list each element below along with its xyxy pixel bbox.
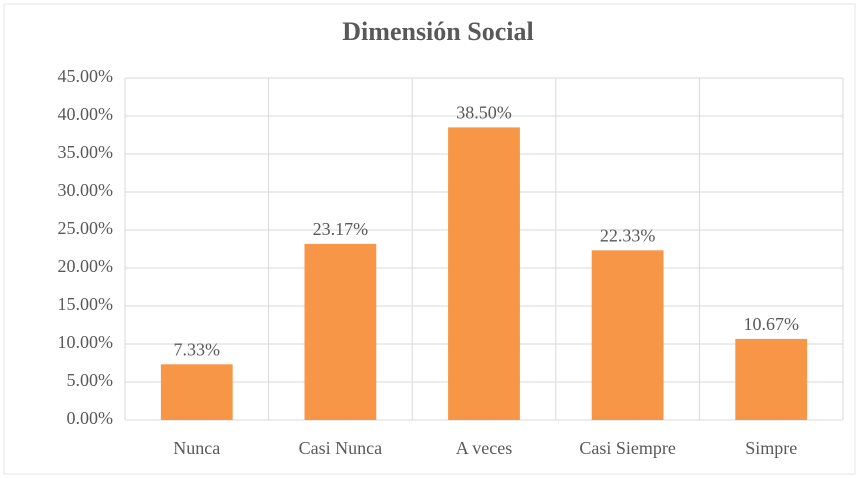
x-tick-label: Nunca xyxy=(173,438,220,458)
y-tick-label: 15.00% xyxy=(58,294,114,314)
y-tick-label: 45.00% xyxy=(58,66,114,86)
data-label: 7.33% xyxy=(174,339,221,359)
y-tick-label: 30.00% xyxy=(58,180,114,200)
x-tick-label: Simpre xyxy=(745,438,797,458)
y-tick-label: 10.00% xyxy=(58,332,114,352)
data-label: 10.67% xyxy=(743,314,799,334)
data-label: 38.50% xyxy=(456,103,512,123)
bar xyxy=(304,243,377,420)
y-tick-label: 5.00% xyxy=(67,370,114,390)
y-tick-label: 0.00% xyxy=(67,408,114,428)
bar xyxy=(448,127,520,421)
x-tick-label: Casi Nunca xyxy=(299,438,382,458)
x-tick-label: Casi Siempre xyxy=(579,438,676,458)
data-label: 23.17% xyxy=(313,219,369,239)
y-tick-label: 40.00% xyxy=(58,104,114,124)
y-tick-label: 20.00% xyxy=(58,256,114,276)
y-tick-label: 35.00% xyxy=(58,142,114,162)
chart-title: Dimensión Social xyxy=(342,17,533,46)
bar xyxy=(591,250,664,420)
chart-frame xyxy=(3,3,856,475)
data-label: 22.33% xyxy=(600,225,656,245)
y-tick-label: 25.00% xyxy=(58,218,114,238)
bar xyxy=(735,338,808,420)
x-tick-label: A veces xyxy=(456,438,512,458)
bar xyxy=(160,364,233,420)
